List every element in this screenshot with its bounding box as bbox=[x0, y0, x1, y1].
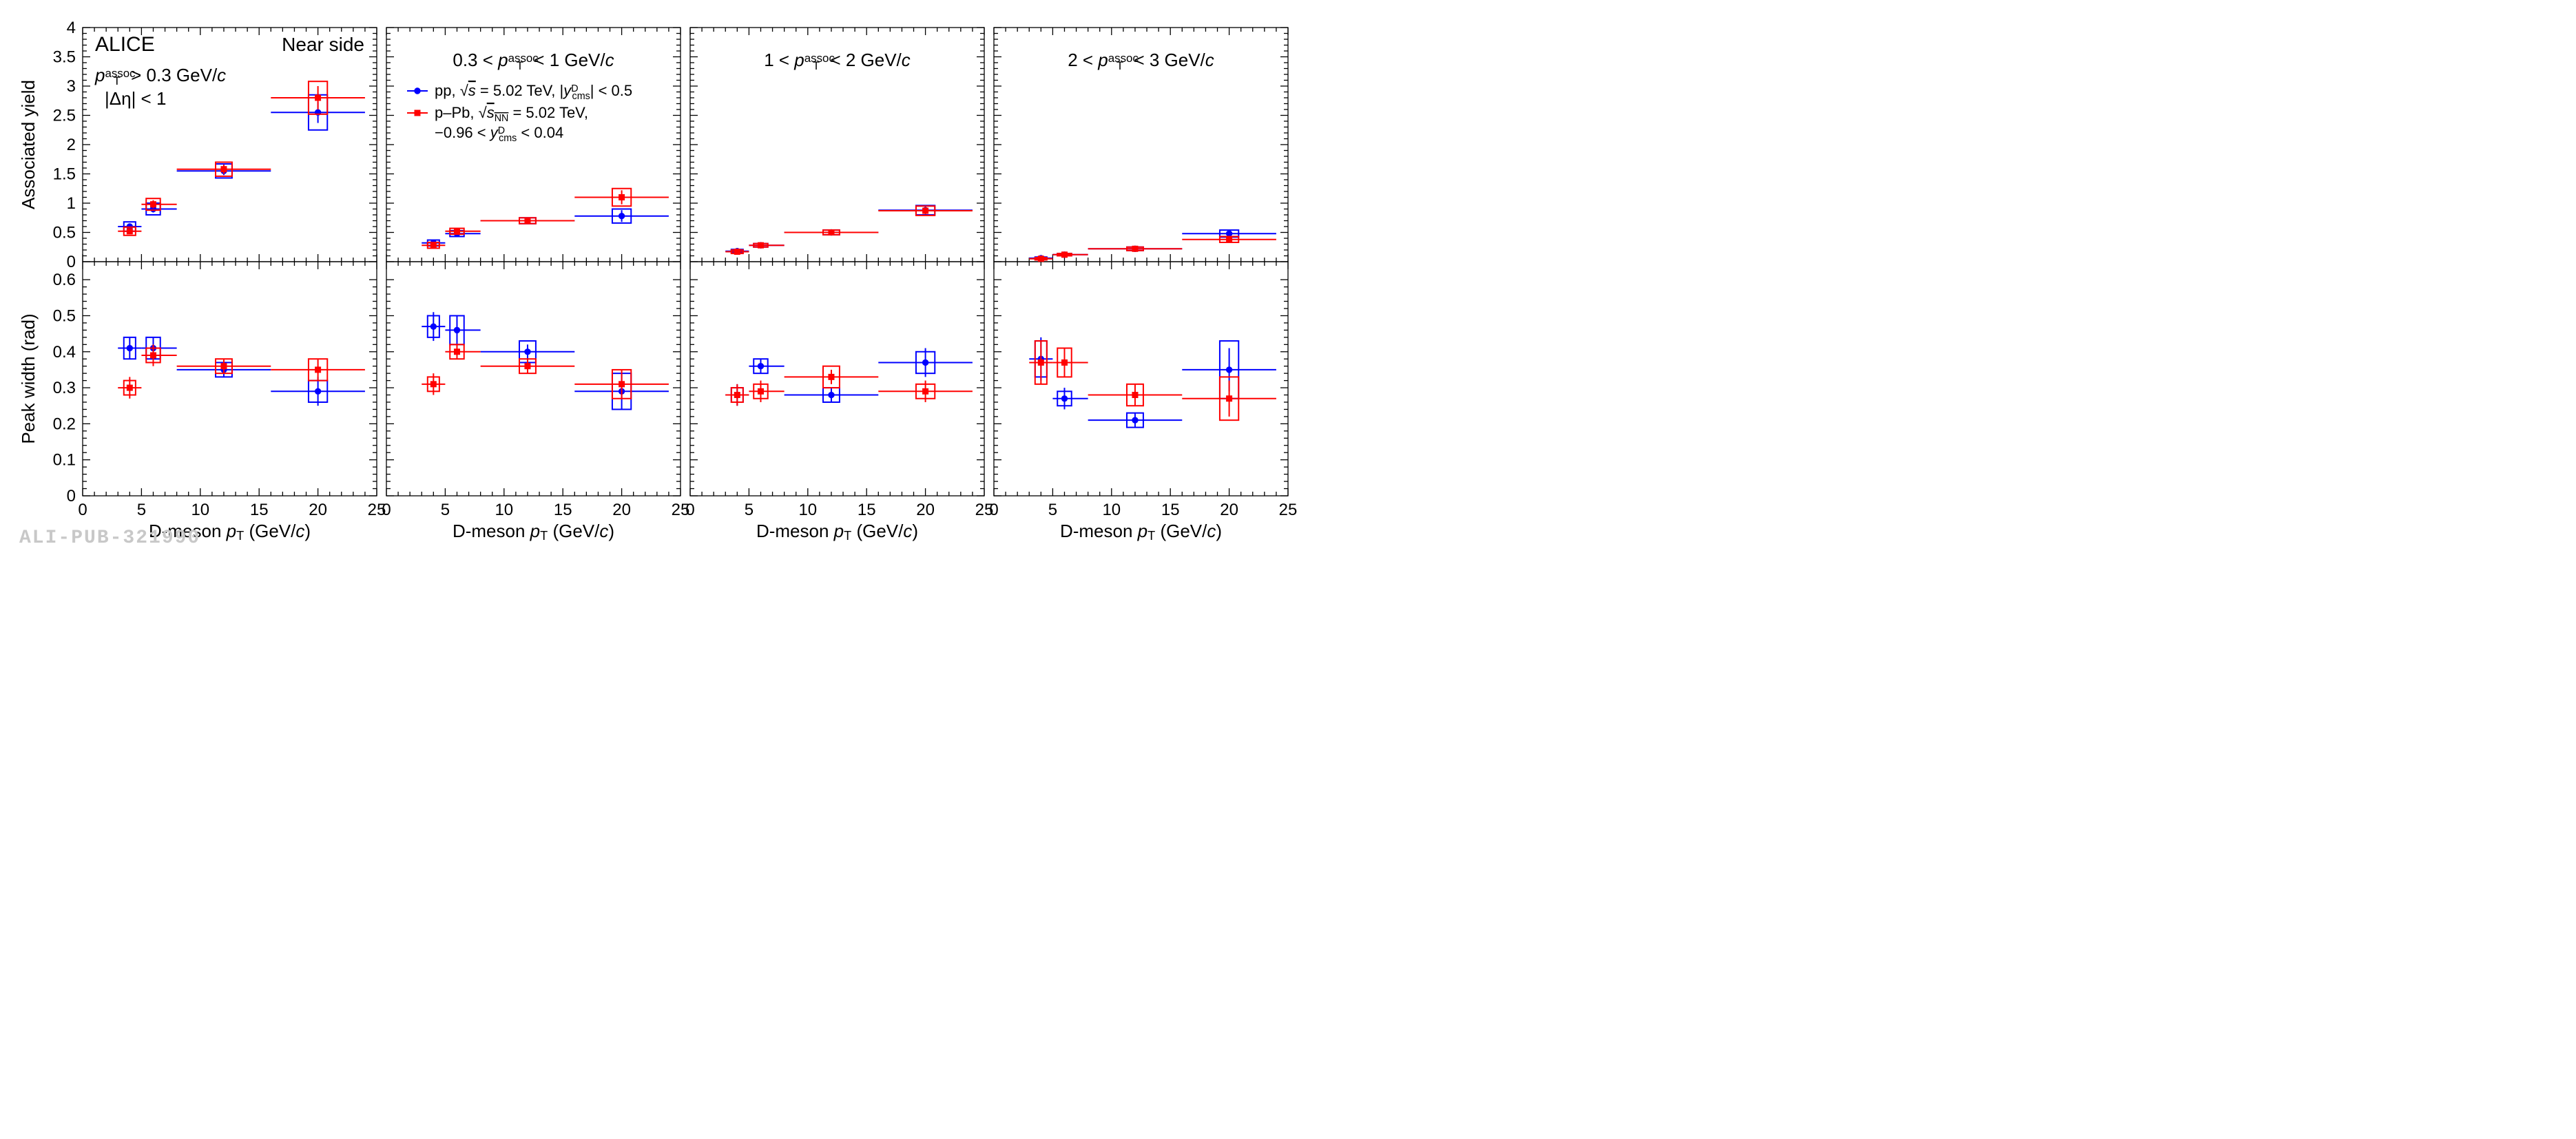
y-tick-label: 4 bbox=[67, 19, 76, 37]
x-tick-label: 15 bbox=[858, 501, 876, 519]
panel-r0-c0: 0 0.5 1 1.5 2 2.5 3 3.5 4 bbox=[53, 19, 377, 271]
y-tick-label: 0.4 bbox=[53, 343, 76, 362]
data-panel-r0-c3 bbox=[1029, 230, 1276, 262]
y-axis-label: Associated yield bbox=[18, 80, 39, 209]
x-tick-label: 10 bbox=[1102, 501, 1121, 519]
x-axis-label: D-meson pT (GeV/c) bbox=[756, 521, 918, 543]
x-tick-label: 15 bbox=[250, 501, 269, 519]
x-tick-label: 0 bbox=[78, 501, 87, 519]
data-panel-r0-c1 bbox=[422, 189, 669, 249]
y-tick-label: 1.5 bbox=[53, 165, 76, 184]
y-tick-label: 0 bbox=[67, 253, 76, 271]
x-tick-label: 10 bbox=[495, 501, 513, 519]
y-axis-label: Peak width (rad) bbox=[18, 313, 39, 443]
x-tick-label: 25 bbox=[1279, 501, 1298, 519]
data-panel-r1-c1 bbox=[422, 312, 669, 409]
eta-label: |Δη| < 1 bbox=[105, 88, 166, 109]
legend: pp, √s = 5.02 TeV, |yDcms| < 0.5p–Pb, √s… bbox=[407, 82, 632, 144]
legend-pp: pp, √s = 5.02 TeV, |yDcms| < 0.5 bbox=[435, 82, 632, 102]
x-tick-label: 0 bbox=[989, 501, 998, 519]
y-tick-label: 2 bbox=[67, 136, 76, 154]
x-tick-label: 15 bbox=[1161, 501, 1180, 519]
x-tick-label: 5 bbox=[441, 501, 450, 519]
x-tick-label: 5 bbox=[745, 501, 754, 519]
y-tick-label: 2.5 bbox=[53, 107, 76, 125]
legend-ppb-2: −0.96 < yDcms < 0.04 bbox=[435, 124, 563, 144]
y-tick-label: 0 bbox=[67, 487, 76, 505]
y-tick-label: 0.6 bbox=[53, 271, 76, 289]
figure-container: 0 0.5 1 1.5 2 2.5 3 3.5 4 0 5 10 15 20 25 0 0.1 0.2 0.3 0.4… bbox=[14, 14, 2562, 547]
y-tick-label: 0.2 bbox=[53, 415, 76, 433]
watermark: ALI-PUB-321990 bbox=[19, 527, 200, 549]
panel-title-3: 2 < passocT < 3 GeV/c bbox=[1068, 50, 1214, 72]
x-tick-label: 10 bbox=[191, 501, 209, 519]
panel-title-1: 0.3 < passocT < 1 GeV/c bbox=[453, 50, 614, 72]
y-tick-label: 0.1 bbox=[53, 451, 76, 470]
x-tick-label: 5 bbox=[1048, 501, 1057, 519]
x-tick-label: 20 bbox=[612, 501, 631, 519]
x-tick-label: 10 bbox=[798, 501, 817, 519]
panel-r1-c0: 051015202500.10.20.30.40.50.6D-meson pT … bbox=[53, 262, 386, 543]
data-panel-r1-c3 bbox=[1029, 337, 1276, 428]
legend-ppb-1: p–Pb, √sNN = 5.02 TeV, bbox=[435, 104, 588, 124]
y-tick-label: 0.5 bbox=[53, 224, 76, 242]
x-tick-label: 20 bbox=[916, 501, 935, 519]
x-axis-label: D-meson pT (GeV/c) bbox=[453, 521, 614, 543]
panel-title-2: 1 < passocT < 2 GeV/c bbox=[764, 50, 911, 72]
physics-figure: 0 0.5 1 1.5 2 2.5 3 3.5 4 0 5 10 15 20 25 0 0.1 0.2 0.3 0.4… bbox=[14, 14, 1302, 544]
y-tick-label: 3 bbox=[67, 77, 76, 96]
data-panel-r0-c2 bbox=[725, 205, 973, 254]
x-tick-label: 5 bbox=[137, 501, 146, 519]
x-tick-label: 20 bbox=[1220, 501, 1238, 519]
panel-title-0: passocT > 0.3 GeV/c bbox=[94, 65, 226, 87]
y-tick-label: 1 bbox=[67, 194, 76, 213]
x-axis-label: D-meson pT (GeV/c) bbox=[1060, 521, 1222, 543]
y-tick-label: 0.5 bbox=[53, 306, 76, 325]
panel-r1-c1: 0510152025D-meson pT (GeV/c) bbox=[382, 262, 689, 543]
x-tick-label: 15 bbox=[554, 501, 572, 519]
x-tick-label: 0 bbox=[685, 501, 694, 519]
alice-label: ALICE bbox=[95, 33, 155, 56]
data-panel-r1-c2 bbox=[725, 348, 973, 406]
near-side-label: Near side bbox=[282, 34, 364, 55]
y-tick-label: 3.5 bbox=[53, 48, 76, 67]
data-panel-r1-c0 bbox=[118, 337, 365, 406]
y-tick-label: 0.3 bbox=[53, 379, 76, 397]
x-tick-label: 0 bbox=[382, 501, 391, 519]
x-tick-label: 20 bbox=[309, 501, 327, 519]
